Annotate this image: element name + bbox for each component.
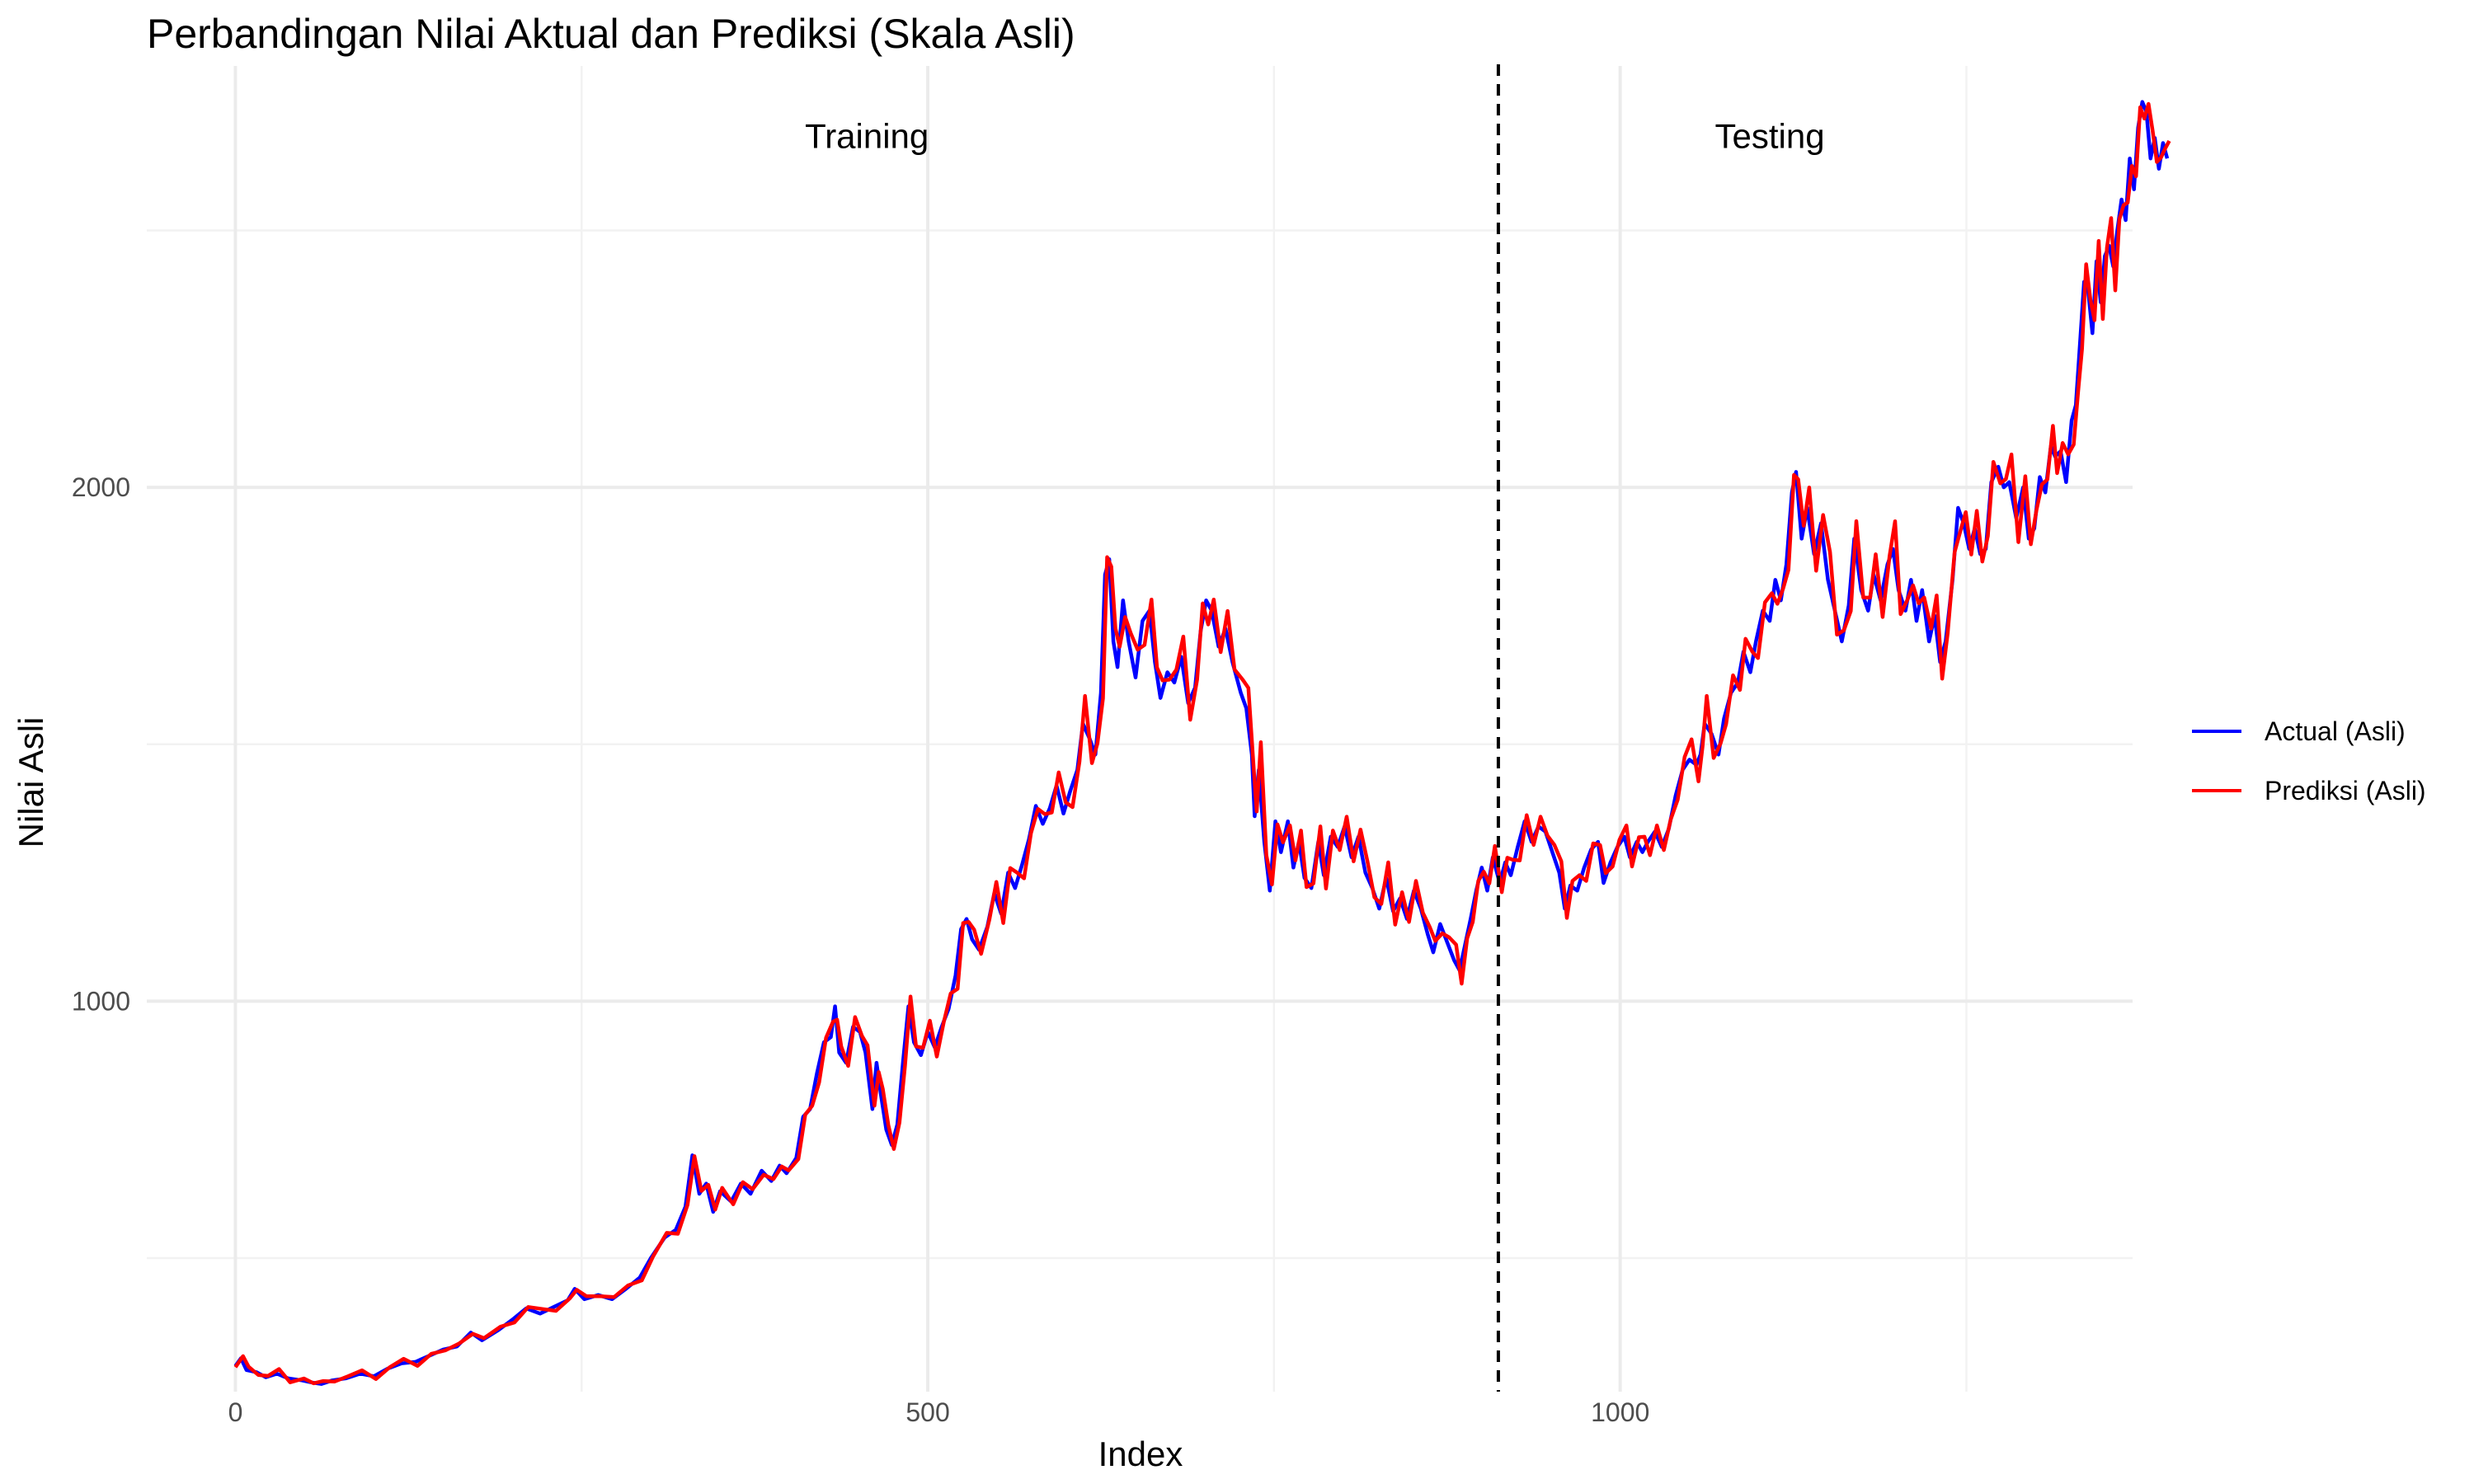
x-axis-ticks: 0 500 1000: [228, 1397, 1650, 1427]
y-axis-label: Nilai Asli: [12, 717, 50, 848]
series-layer: [233, 100, 2171, 1386]
x-tick-label: 500: [905, 1397, 949, 1427]
minor-grid-y: [147, 229, 2133, 1260]
minor-grid-x: [581, 66, 1968, 1392]
major-grid-y: [147, 486, 2133, 1003]
annotation-testing: Testing: [1715, 117, 1825, 156]
x-axis-label: Index: [1098, 1435, 1183, 1473]
x-tick-label: 0: [228, 1397, 243, 1427]
annotation-training: Training: [805, 117, 929, 156]
chart-title: Perbandingan Nilai Aktual dan Prediksi (…: [147, 11, 1075, 57]
legend-label-actual: Actual (Asli): [2265, 716, 2406, 746]
series-line-prediksi: [233, 101, 2171, 1386]
major-grid-x: [233, 66, 1622, 1392]
x-tick-label: 1000: [1591, 1397, 1649, 1427]
y-tick-label: 1000: [72, 986, 130, 1016]
legend: Actual (Asli) Prediksi (Asli): [2192, 716, 2426, 805]
y-axis-ticks: 1000 2000: [72, 472, 130, 1016]
legend-label-prediksi: Prediksi (Asli): [2265, 776, 2426, 805]
y-tick-label: 2000: [72, 472, 130, 502]
